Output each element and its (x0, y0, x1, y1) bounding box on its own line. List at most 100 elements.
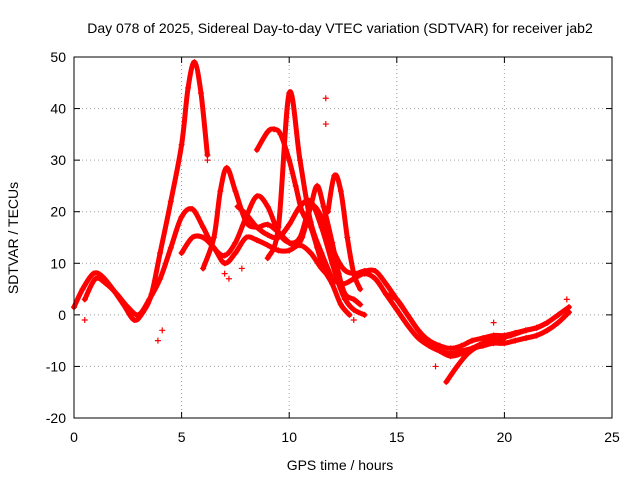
data-point-marker (286, 157, 293, 164)
data-point-marker (475, 342, 482, 349)
x-tick-label: 10 (281, 429, 297, 445)
data-point-marker (157, 275, 164, 282)
data-point-marker (286, 239, 293, 246)
data-point-marker (185, 84, 192, 91)
outlier-marker (81, 317, 88, 324)
data-point-marker (372, 268, 379, 275)
data-point-marker (253, 146, 260, 153)
data-point-marker (92, 275, 99, 282)
data-point-marker (357, 286, 364, 293)
data-point-marker (243, 211, 250, 218)
data-point-marker (292, 182, 299, 189)
y-tick-label: 50 (50, 49, 66, 65)
data-point-marker (393, 306, 400, 313)
data-point-marker (253, 224, 260, 231)
chart-title: Day 078 of 2025, Sidereal Day-to-day VTE… (87, 20, 593, 36)
data-point-marker (329, 260, 336, 267)
data-point-marker (178, 249, 185, 256)
data-point-marker (454, 363, 461, 370)
data-point-marker (318, 249, 325, 256)
data-point-marker (324, 208, 331, 215)
data-point-marker (178, 213, 185, 220)
data-point-marker (522, 335, 529, 342)
data-point-marker (555, 319, 562, 326)
data-point-marker (210, 234, 217, 241)
data-point-marker (275, 247, 282, 254)
data-point-marker (264, 231, 271, 238)
data-point-marker (337, 188, 344, 195)
data-point-marker (135, 311, 142, 318)
x-axis-label: GPS time / hours (287, 457, 394, 473)
data-point-marker (299, 208, 306, 215)
data-point-marker (357, 301, 364, 308)
y-tick-label: 30 (50, 152, 66, 168)
outlier-marker (204, 157, 211, 164)
data-point-marker (264, 203, 271, 210)
data-point-marker (565, 309, 572, 316)
data-point-marker (79, 286, 86, 293)
grid (74, 57, 612, 418)
data-point-marker (221, 260, 228, 267)
outlier-marker (159, 327, 166, 334)
data-point-marker (131, 317, 138, 324)
data-point-marker (335, 280, 342, 287)
data-point-marker (404, 311, 411, 318)
data-point-marker (464, 350, 471, 357)
data-point-marker (436, 342, 443, 349)
y-axis-label: SDTVAR / TECUs (5, 182, 21, 294)
data-point-marker (501, 340, 508, 347)
data-point-marker (383, 280, 390, 287)
data-point-marker (243, 219, 250, 226)
data-point-marker (350, 306, 357, 313)
plot-frame (73, 56, 613, 419)
outlier-marker (432, 363, 439, 370)
data-point-marker (458, 342, 465, 349)
data-point-marker (350, 270, 357, 277)
data-point-marker (443, 378, 450, 385)
data-point-marker (329, 239, 336, 246)
data-point-marker (264, 221, 271, 228)
data-point-marker (264, 242, 271, 249)
data-point-marker (458, 350, 465, 357)
data-point-marker (271, 126, 278, 133)
data-point-marker (565, 304, 572, 311)
y-tick-label: 10 (50, 255, 66, 271)
data-point-marker (167, 198, 174, 205)
data-point-marker (512, 337, 519, 344)
data-point-marker (124, 304, 131, 311)
data-point-marker (337, 301, 344, 308)
data-point-marker (275, 224, 282, 231)
data-point-marker (307, 249, 314, 256)
data-point-marker (372, 275, 379, 282)
data-point-marker (544, 319, 551, 326)
data-point-marker (533, 324, 540, 331)
data-point-marker (217, 188, 224, 195)
data-point-marker (200, 224, 207, 231)
x-tick-label: 0 (70, 429, 78, 445)
data-point-marker (507, 332, 514, 339)
data-point-marker (415, 327, 422, 334)
outlier-marker (490, 319, 497, 326)
data-point-marker (221, 252, 228, 259)
outlier-marker (350, 317, 357, 324)
axis-ticks: 0 5 10 15 20 25 -20 -10 0 10 20 30 40 50 (46, 49, 620, 445)
x-tick-label: 5 (178, 429, 186, 445)
data-point-marker (157, 249, 164, 256)
data-point-marker (486, 337, 493, 344)
data-point-marker (234, 203, 241, 210)
data-point-marker (243, 234, 250, 241)
outlier-marker (238, 265, 245, 272)
data-point-marker (232, 188, 239, 195)
data-series (71, 59, 572, 385)
x-tick-label: 15 (389, 429, 405, 445)
data-point-marker (426, 340, 433, 347)
data-point-marker (361, 311, 368, 318)
data-point-marker (232, 239, 239, 246)
data-point-marker (404, 322, 411, 329)
data-point-marker (90, 270, 97, 277)
data-point-marker (264, 128, 271, 135)
data-point-marker (81, 296, 88, 303)
data-point-marker (383, 291, 390, 298)
data-point-marker (447, 353, 454, 360)
data-point-marker (307, 219, 314, 226)
